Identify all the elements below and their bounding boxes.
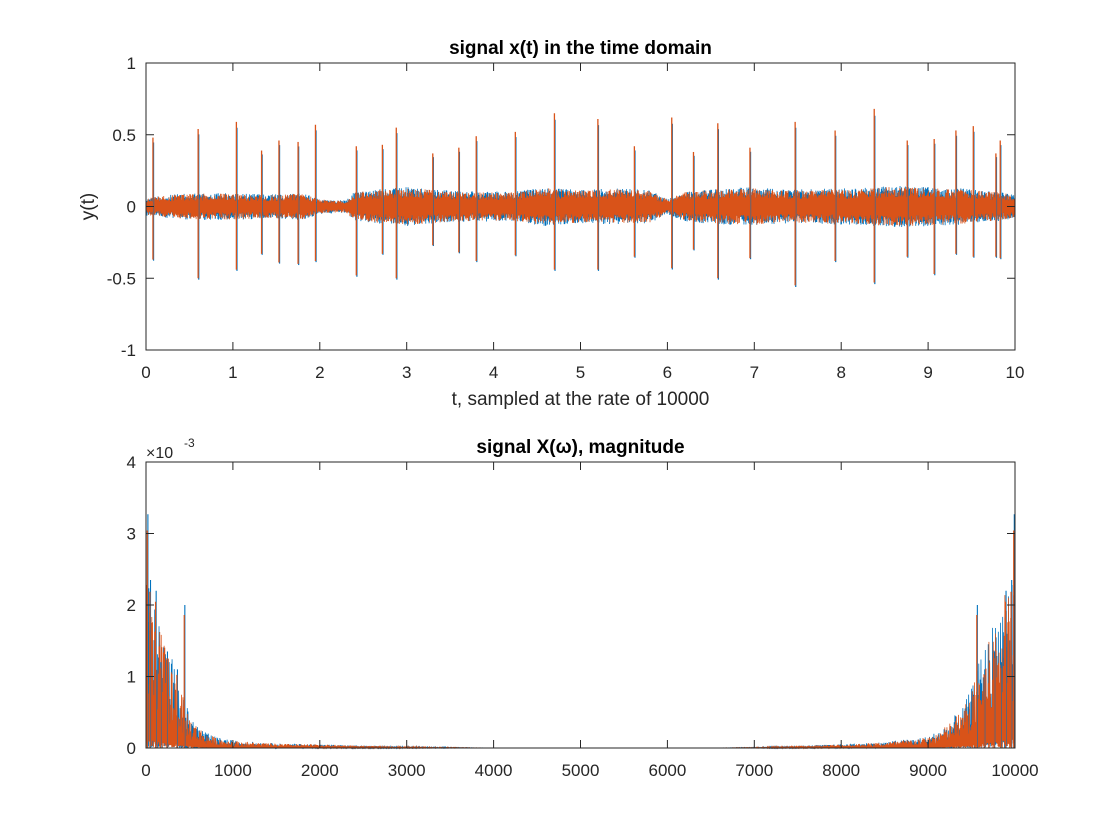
magnitude-plot-area <box>146 462 1015 748</box>
x-tick-label: 0 <box>141 761 150 780</box>
x-tick-label: 10 <box>1006 363 1025 382</box>
time-domain-ylabel: y(t) <box>78 193 99 220</box>
x-tick-label: 8 <box>836 363 845 382</box>
x-tick-label: 5 <box>576 363 585 382</box>
y-tick-label: 4 <box>127 453 136 472</box>
x-tick-label: 7 <box>750 363 759 382</box>
exponent-base: ×10 <box>146 445 173 462</box>
y-tick-label: 0.5 <box>112 126 136 145</box>
series-2-line <box>145 187 1016 226</box>
time-domain-ticks: 0 1 2 3 4 5 6 7 8 9 10 1 0.5 0 -0.5 -1 <box>107 54 1025 382</box>
y-tick-label: 1 <box>127 54 136 73</box>
magnitude-exponent-label: ×10 -3 <box>146 436 195 462</box>
x-tick-label: 10000 <box>991 761 1038 780</box>
magnitude-ticks: 0 1000 2000 3000 4000 5000 6000 7000 8000 9000 100… <box>127 453 1039 780</box>
magnitude-title: signal X(ω), magnitude <box>476 437 684 458</box>
y-tick-label: 0 <box>127 198 136 217</box>
time-domain-plot: signal x(t) in the time domain 0 1 2 3 4 5 6 7 8… <box>78 38 1024 410</box>
x-tick-label: 3000 <box>388 761 426 780</box>
y-tick-label: 2 <box>127 596 136 615</box>
x-tick-label: 7000 <box>735 761 773 780</box>
x-tick-label: 3 <box>402 363 411 382</box>
y-tick-label: 3 <box>127 525 136 544</box>
x-tick-label: 6 <box>663 363 672 382</box>
time-domain-xlabel: t, sampled at the rate of 10000 <box>452 389 710 410</box>
exponent-power: -3 <box>184 436 195 450</box>
x-tick-label: 8000 <box>822 761 860 780</box>
x-tick-label: 1 <box>228 363 237 382</box>
x-tick-label: 0 <box>141 363 150 382</box>
x-tick-label: 4 <box>489 363 498 382</box>
y-tick-label: -1 <box>121 341 136 360</box>
x-tick-label: 5000 <box>562 761 600 780</box>
x-tick-label: 6000 <box>648 761 686 780</box>
x-tick-label: 2000 <box>301 761 339 780</box>
x-tick-label: 4000 <box>475 761 513 780</box>
y-tick-label: 1 <box>127 668 136 687</box>
x-tick-label: 2 <box>315 363 324 382</box>
y-tick-label: -0.5 <box>107 269 136 288</box>
time-domain-series <box>145 108 1016 288</box>
magnitude-plot: signal X(ω), magnitude 0 1000 2000 3000 4000… <box>127 436 1039 780</box>
x-tick-label: 9000 <box>909 761 947 780</box>
x-tick-label: 1000 <box>214 761 252 780</box>
time-domain-title: signal x(t) in the time domain <box>449 38 712 59</box>
y-tick-label: 0 <box>127 739 136 758</box>
x-tick-label: 9 <box>923 363 932 382</box>
